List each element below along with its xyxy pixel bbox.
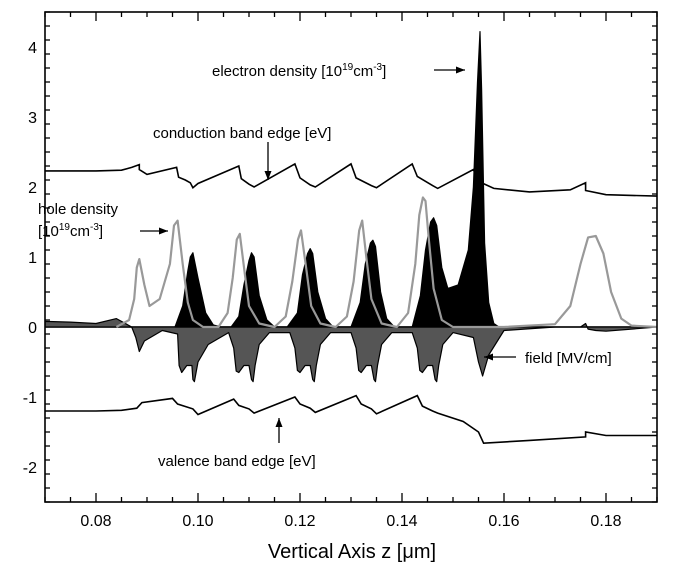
electron-arrow bbox=[434, 66, 465, 74]
hole-density-label: hole density bbox=[38, 201, 119, 218]
plot-area bbox=[44, 11, 658, 503]
y-tick-label: 0 bbox=[28, 320, 37, 337]
conduction-arrow bbox=[264, 142, 272, 180]
x-tick-label: 0.12 bbox=[284, 513, 315, 530]
field-arrow-head bbox=[484, 353, 493, 361]
hole-arrow-head bbox=[159, 227, 168, 235]
conduction-band-label: conduction band edge [eV] bbox=[153, 125, 331, 142]
conduction-band-line bbox=[45, 162, 657, 197]
tick-labels: 0.08 0.10 0.12 0.14 0.16 0.18 -2 -1 0 1 2 3 4 bbox=[23, 40, 622, 530]
field-arrow bbox=[484, 353, 516, 361]
field-density-area bbox=[45, 318, 657, 383]
y-tick-label: -1 bbox=[23, 390, 37, 407]
valence-arrow bbox=[275, 418, 283, 443]
field-label: field [MV/cm] bbox=[525, 350, 612, 367]
x-axis-title: Vertical Axis z [μm] bbox=[268, 541, 436, 563]
y-tick-label: 4 bbox=[28, 40, 37, 57]
x-tick-label: 0.10 bbox=[182, 513, 213, 530]
electron-density-label: electron density [1019cm-3] bbox=[212, 62, 386, 80]
y-tick-label: 1 bbox=[28, 250, 37, 267]
valence-band-label: valence band edge [eV] bbox=[158, 453, 316, 470]
plot-frame bbox=[44, 11, 658, 503]
annotations: electron density [1019cm-3] conduction ba… bbox=[38, 62, 612, 470]
hole-arrow bbox=[140, 227, 168, 235]
valence-band-line bbox=[45, 394, 657, 445]
x-tick-label: 0.16 bbox=[488, 513, 519, 530]
x-tick-label: 0.14 bbox=[386, 513, 417, 530]
y-tick-label: 2 bbox=[28, 180, 37, 197]
electron-density-area bbox=[174, 31, 500, 328]
series-group bbox=[45, 31, 657, 445]
conduction-arrow-head bbox=[264, 171, 272, 180]
y-tick-label: -2 bbox=[23, 460, 37, 477]
axis-ticks bbox=[44, 11, 658, 503]
x-tick-label: 0.18 bbox=[590, 513, 621, 530]
hole-density-unit-label: [1019cm-3] bbox=[38, 222, 103, 240]
valence-arrow-head bbox=[275, 418, 283, 427]
hole-density-line bbox=[115, 196, 657, 329]
x-tick-label: 0.08 bbox=[80, 513, 111, 530]
y-tick-label: 3 bbox=[28, 110, 37, 127]
electron-arrow-head bbox=[456, 66, 465, 74]
